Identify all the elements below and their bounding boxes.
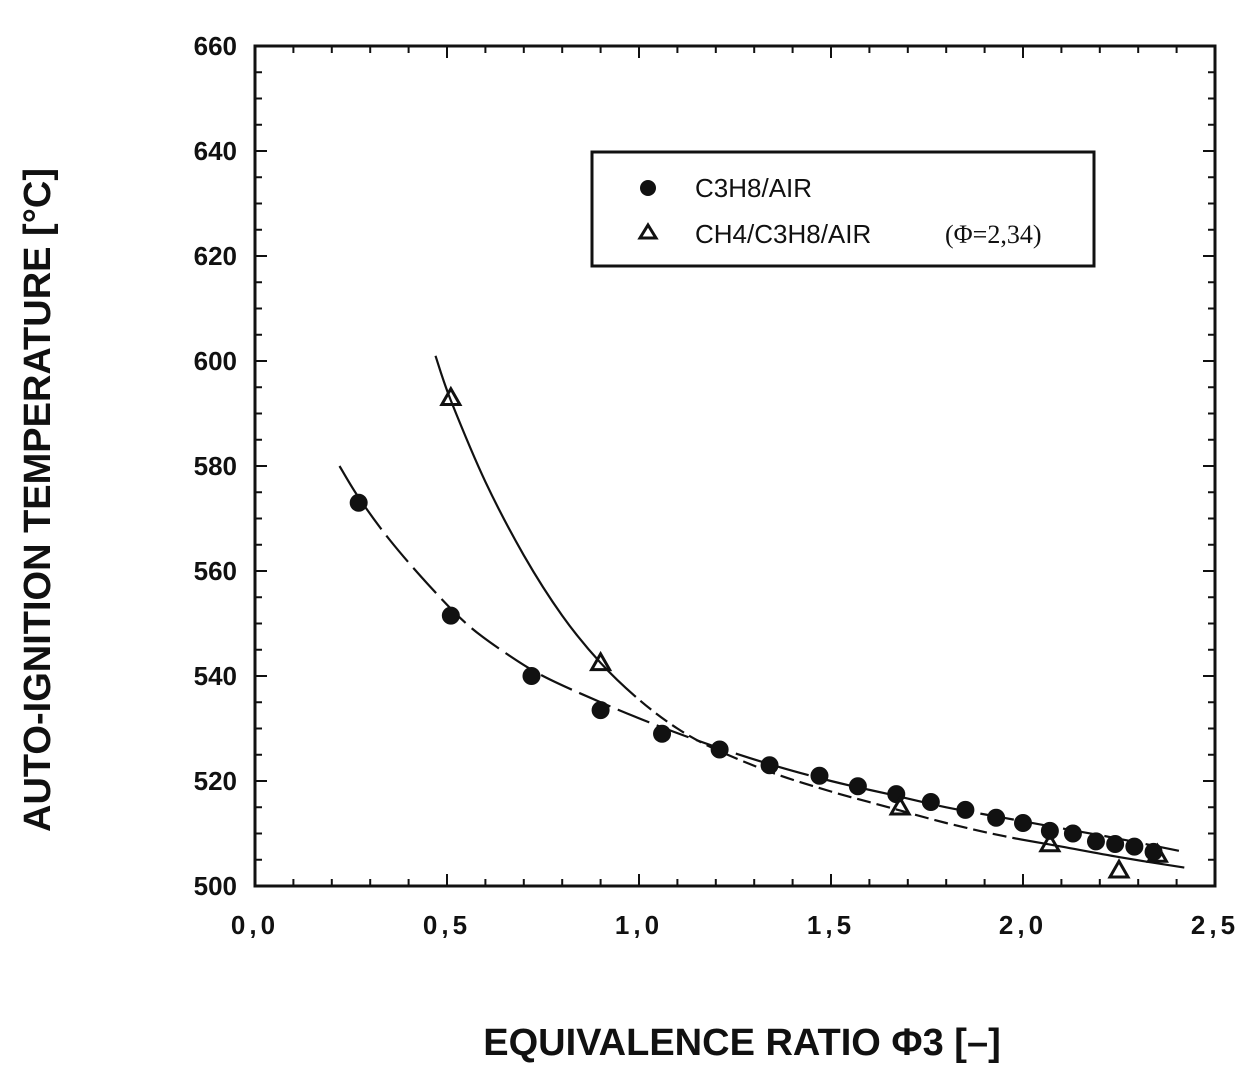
- data-point-c3h8: [591, 701, 610, 720]
- data-point-c3h8: [956, 800, 975, 819]
- y-tick-label: 580: [194, 451, 237, 481]
- legend-note: (Φ=2,34): [945, 220, 1041, 249]
- data-point-ch4: [1145, 842, 1169, 863]
- y-tick-label: 640: [194, 136, 237, 166]
- x-tick-label: 0,5: [423, 910, 471, 940]
- y-tick-label: 540: [194, 661, 237, 691]
- data-point-c3h8: [921, 793, 940, 811]
- y-tick-label: 560: [194, 556, 237, 586]
- legend-label-ch4: CH4/C3H8/AIR: [695, 219, 871, 249]
- data-point-ch4: [439, 385, 463, 406]
- axis-ticks: [254, 45, 1216, 887]
- data-point-ch4: [888, 795, 912, 816]
- data-point-c3h8: [1014, 814, 1032, 832]
- y-tick-labels: 500 520 540 560 580 600 620 640 660: [194, 31, 237, 901]
- legend-label-c3h8: C3H8/AIR: [695, 173, 812, 203]
- data-point-c3h8: [1106, 835, 1125, 853]
- data-point-c3h8: [848, 777, 867, 796]
- data-point-c3h8: [1040, 821, 1059, 840]
- legend: C3H8/AIR CH4/C3H8/AIR (Φ=2,34): [590, 150, 1096, 268]
- data-point-c3h8: [653, 724, 672, 743]
- data-point-c3h8: [1086, 832, 1105, 851]
- data-point-c3h8: [349, 493, 368, 512]
- fit-curves: [338, 355, 1185, 869]
- y-tick-label: 520: [194, 766, 237, 796]
- legend-marker-ch4: [637, 222, 659, 240]
- data-point-ch4: [1038, 831, 1062, 853]
- x-tick-label: 2,0: [999, 910, 1047, 940]
- x-tick-label: 0,0: [231, 910, 279, 940]
- data-point-c3h8: [1063, 824, 1082, 843]
- data-points: [349, 385, 1169, 879]
- data-point-c3h8: [987, 808, 1006, 827]
- data-point-c3h8: [760, 756, 779, 775]
- y-tick-label: 600: [194, 346, 237, 376]
- data-point-c3h8: [1125, 837, 1144, 856]
- data-point-ch4: [1107, 858, 1131, 879]
- data-point-c3h8: [522, 667, 541, 685]
- legend-marker-c3h8: [640, 180, 656, 196]
- y-tick-label: 620: [194, 241, 237, 271]
- data-point-c3h8: [810, 766, 829, 785]
- y-tick-label: 660: [194, 31, 237, 61]
- data-point-ch4: [589, 650, 613, 672]
- data-point-c3h8: [710, 740, 729, 759]
- x-tick-label: 1,5: [807, 910, 855, 940]
- legend-box: [590, 150, 1096, 268]
- fit-curve: [434, 355, 1185, 869]
- x-axis-title: EQUIVALENCE RATIO Φ3 [–]: [483, 1022, 1001, 1064]
- x-tick-label: 2,5: [1191, 910, 1239, 940]
- y-tick-label: 500: [194, 871, 237, 901]
- x-tick-labels: 0,0 0,5 1,0 1,5 2,0 2,5: [231, 910, 1239, 940]
- y-axis-title: AUTO-IGNITION TEMPERATURE [°C]: [17, 168, 59, 832]
- x-tick-label: 1,0: [615, 910, 663, 940]
- data-point-c3h8: [441, 606, 460, 625]
- fit-curve: [338, 465, 1185, 853]
